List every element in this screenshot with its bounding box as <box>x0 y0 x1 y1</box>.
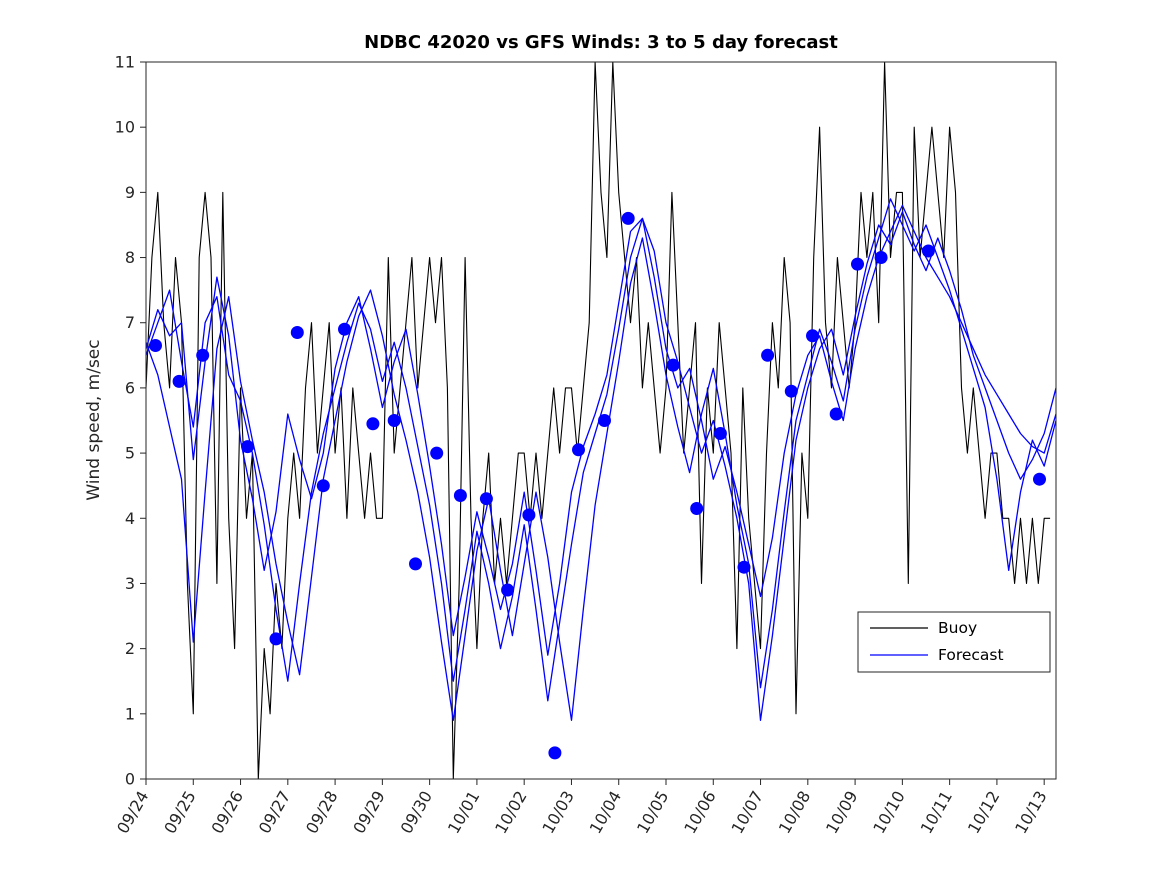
y-tick-label: 7 <box>125 313 135 332</box>
y-tick-label: 4 <box>125 509 135 528</box>
x-tick-label: 10/01 <box>444 788 484 837</box>
x-tick-label: 10/03 <box>538 788 578 837</box>
x-tick-label: 09/24 <box>113 788 153 837</box>
forecast-series-2 <box>145 198 1057 721</box>
legend-box <box>857 611 1051 673</box>
legend-label-buoy: Buoy <box>938 619 977 637</box>
x-tick-label: 10/13 <box>1011 788 1051 837</box>
y-axis-label: Wind speed, m/sec <box>84 339 104 500</box>
x-tick-label: 09/25 <box>160 788 200 837</box>
forecast-series-3 <box>145 211 1057 721</box>
x-tick-label: 09/29 <box>349 788 389 837</box>
x-tick-label: 10/07 <box>728 788 768 837</box>
y-tick-label: 9 <box>125 183 135 202</box>
forecast-series-1 <box>145 204 1057 656</box>
y-tick-label: 0 <box>125 770 135 789</box>
y-tick-label: 1 <box>125 704 135 723</box>
chart-title: NDBC 42020 vs GFS Winds: 3 to 5 day fore… <box>364 32 838 53</box>
x-tick-label: 10/02 <box>491 788 531 837</box>
buoy-series-0 <box>145 61 1051 780</box>
x-tick-label: 10/11 <box>917 788 957 837</box>
y-tick-label: 2 <box>125 639 135 658</box>
y-tick-label: 11 <box>115 53 135 72</box>
x-tick-label: 09/27 <box>255 788 295 837</box>
y-tick-label: 10 <box>115 118 135 137</box>
x-tick-label: 10/06 <box>680 788 720 837</box>
y-tick-label: 6 <box>125 378 135 397</box>
x-tick-label: 09/30 <box>397 788 437 837</box>
x-tick-label: 10/04 <box>586 788 626 837</box>
legend: Buoy Forecast <box>857 611 1051 673</box>
y-tick-label: 8 <box>125 248 135 267</box>
forecast-markers <box>149 211 1046 760</box>
legend-label-forecast: Forecast <box>938 646 1004 664</box>
x-tick-label: 10/12 <box>964 788 1004 837</box>
x-tick-label: 10/08 <box>775 788 815 837</box>
x-tick-label: 10/10 <box>869 788 909 837</box>
x-tick-label: 10/05 <box>633 788 673 837</box>
x-tick-label: 09/28 <box>302 788 342 837</box>
y-tick-label: 5 <box>125 444 135 463</box>
y-tick-label: 3 <box>125 574 135 593</box>
x-tick-label: 10/09 <box>822 788 862 837</box>
x-tick-label: 09/26 <box>208 788 248 837</box>
